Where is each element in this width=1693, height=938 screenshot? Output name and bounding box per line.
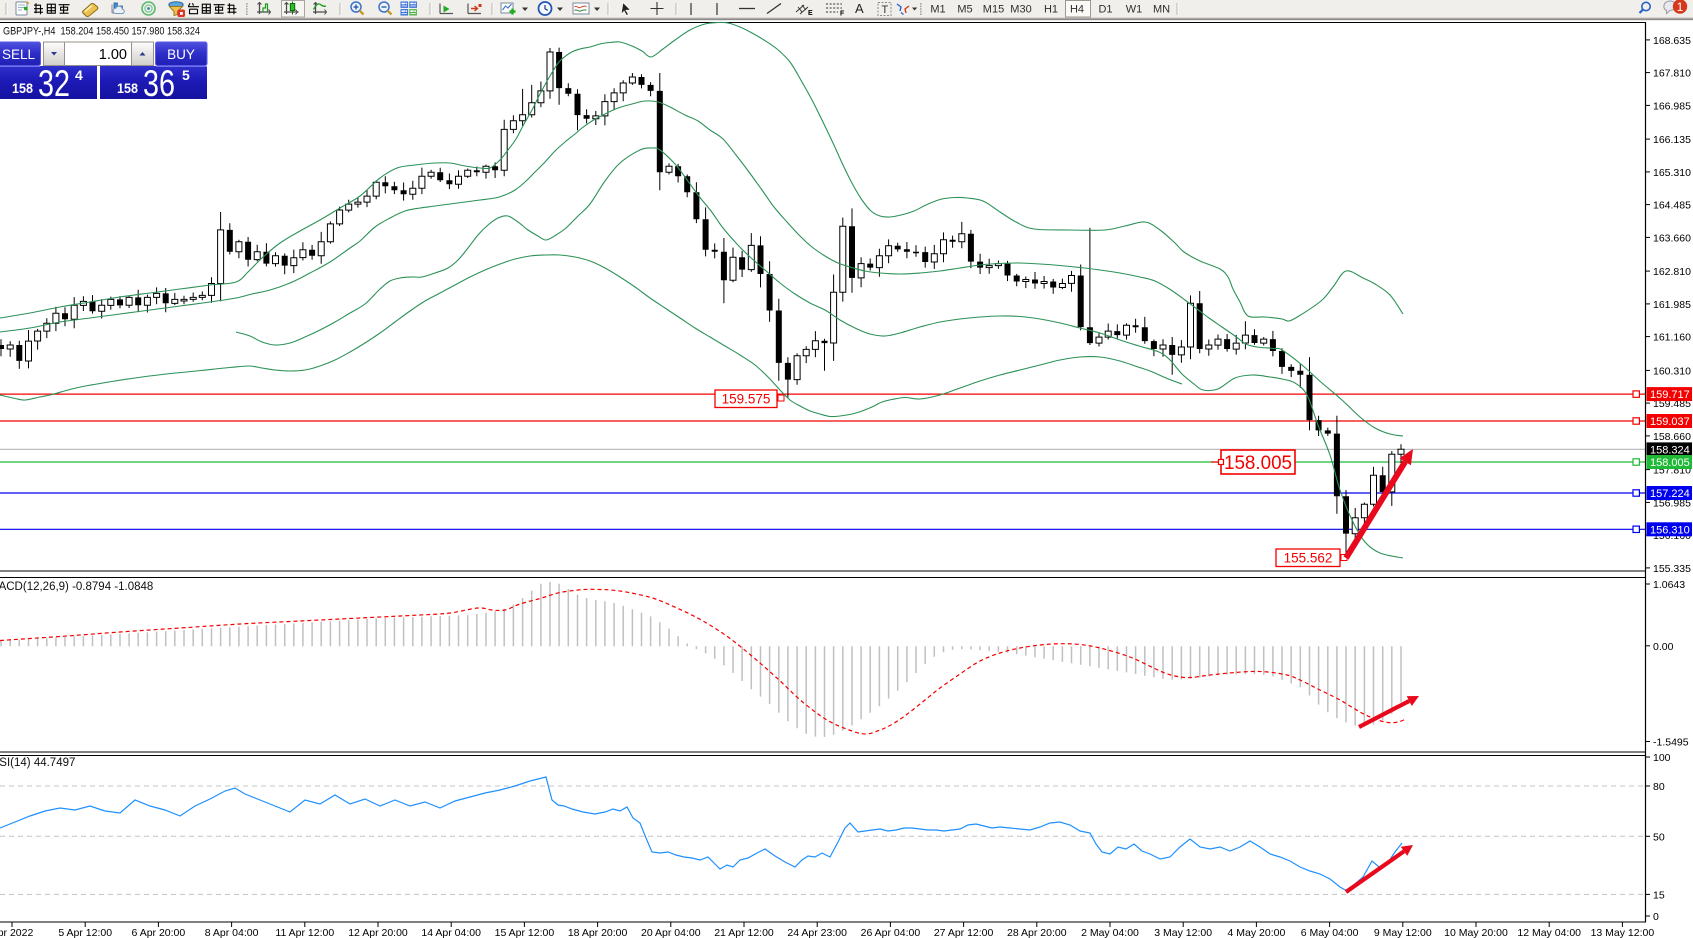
svg-text:MACD(12,26,9) -0.8794 -1.0848: MACD(12,26,9) -0.8794 -1.0848: [0, 581, 153, 593]
svg-text:E: E: [808, 10, 813, 17]
svg-text:GBPJPY-,H4 158.204 158.450 15: GBPJPY-,H4 158.204 158.450 157.980 158.3…: [3, 26, 200, 38]
svg-text:5 Apr 12:00: 5 Apr 12:00: [58, 927, 112, 938]
svg-text:H4: H4: [1070, 4, 1084, 16]
svg-text:158.324: 158.324: [1650, 444, 1690, 456]
svg-text:168.635: 168.635: [1653, 35, 1691, 47]
svg-text:10 May 20:00: 10 May 20:00: [1444, 927, 1508, 938]
svg-text:4: 4: [75, 67, 83, 83]
svg-text:15 Apr 12:00: 15 Apr 12:00: [495, 927, 555, 938]
svg-text:158: 158: [12, 80, 33, 96]
svg-text:24 Apr 23:00: 24 Apr 23:00: [787, 927, 847, 938]
svg-text:BUY: BUY: [167, 47, 195, 62]
svg-text:H1: H1: [1044, 4, 1058, 16]
svg-text:161.985: 161.985: [1653, 299, 1691, 311]
svg-text:159.037: 159.037: [1650, 416, 1690, 428]
svg-text:14 Apr 04:00: 14 Apr 04:00: [421, 927, 481, 938]
svg-text:-1.5495: -1.5495: [1653, 737, 1689, 749]
svg-text:3 May 12:00: 3 May 12:00: [1154, 927, 1212, 938]
svg-text:D1: D1: [1098, 4, 1112, 16]
svg-text:M15: M15: [983, 4, 1004, 16]
svg-text:80: 80: [1653, 781, 1665, 793]
svg-text:12 Apr 20:00: 12 Apr 20:00: [348, 927, 408, 938]
svg-text:2 May 04:00: 2 May 04:00: [1081, 927, 1139, 938]
svg-text:156.985: 156.985: [1653, 497, 1691, 509]
svg-text:13 May 12:00: 13 May 12:00: [1591, 927, 1655, 938]
svg-text:18 Apr 20:00: 18 Apr 20:00: [568, 927, 628, 938]
svg-text:163.660: 163.660: [1653, 232, 1691, 244]
svg-text:1.00: 1.00: [99, 47, 127, 63]
svg-text:9 May 12:00: 9 May 12:00: [1374, 927, 1432, 938]
svg-text:1.0643: 1.0643: [1653, 579, 1685, 591]
svg-text:162.810: 162.810: [1653, 266, 1691, 278]
svg-text:167.810: 167.810: [1653, 68, 1691, 80]
svg-text:164.485: 164.485: [1653, 200, 1691, 212]
svg-text:A: A: [855, 1, 864, 16]
svg-text:166.135: 166.135: [1653, 134, 1691, 146]
svg-text:155.335: 155.335: [1653, 563, 1691, 575]
svg-text:165.310: 165.310: [1653, 167, 1691, 179]
svg-text:F: F: [840, 11, 845, 18]
svg-text:161.160: 161.160: [1653, 332, 1691, 344]
svg-text:RSI(14) 44.7497: RSI(14) 44.7497: [0, 757, 75, 769]
svg-text:155.562: 155.562: [1284, 551, 1333, 566]
svg-text:5: 5: [182, 67, 190, 83]
svg-text:158.660: 158.660: [1653, 431, 1691, 443]
svg-text:160.310: 160.310: [1653, 365, 1691, 377]
svg-text:11 Apr 12:00: 11 Apr 12:00: [275, 927, 334, 938]
svg-text:158.005: 158.005: [1650, 457, 1690, 469]
svg-text:0.00: 0.00: [1653, 641, 1674, 653]
svg-text:157.224: 157.224: [1650, 488, 1690, 500]
svg-text:W1: W1: [1126, 4, 1143, 16]
svg-text:6 Apr 20:00: 6 Apr 20:00: [132, 927, 186, 938]
svg-text:166.985: 166.985: [1653, 100, 1691, 112]
svg-text:158: 158: [117, 80, 138, 96]
svg-text:28 Apr 20:00: 28 Apr 20:00: [1007, 927, 1067, 938]
svg-text:27 Apr 12:00: 27 Apr 12:00: [934, 927, 994, 938]
svg-text:0: 0: [1653, 911, 1659, 923]
svg-text:158.005: 158.005: [1224, 453, 1292, 474]
svg-text:12 May 04:00: 12 May 04:00: [1517, 927, 1581, 938]
svg-text:21 Apr 12:00: 21 Apr 12:00: [714, 927, 774, 938]
svg-text:4 May 20:00: 4 May 20:00: [1228, 927, 1286, 938]
svg-text:MN: MN: [1153, 4, 1170, 16]
svg-text:T: T: [882, 4, 889, 16]
svg-text:Apr 2022: Apr 2022: [0, 927, 33, 938]
svg-text:26 Apr 04:00: 26 Apr 04:00: [861, 927, 921, 938]
svg-text:159.575: 159.575: [722, 392, 771, 407]
svg-text:8 Apr 04:00: 8 Apr 04:00: [205, 927, 259, 938]
svg-text:32: 32: [38, 63, 70, 104]
svg-text:36: 36: [143, 63, 175, 104]
svg-text:6 May 04:00: 6 May 04:00: [1301, 927, 1359, 938]
svg-text:156.310: 156.310: [1650, 524, 1690, 536]
svg-text:M30: M30: [1010, 4, 1031, 16]
svg-text:M5: M5: [957, 4, 972, 16]
svg-text:15: 15: [1653, 889, 1665, 901]
svg-text:50: 50: [1653, 831, 1665, 843]
svg-text:20 Apr 04:00: 20 Apr 04:00: [641, 927, 701, 938]
svg-text:SELL: SELL: [2, 47, 36, 62]
svg-text:100: 100: [1653, 752, 1671, 764]
svg-text:M1: M1: [930, 4, 945, 16]
svg-text:159.717: 159.717: [1650, 389, 1690, 401]
svg-text:1: 1: [1677, 0, 1684, 14]
